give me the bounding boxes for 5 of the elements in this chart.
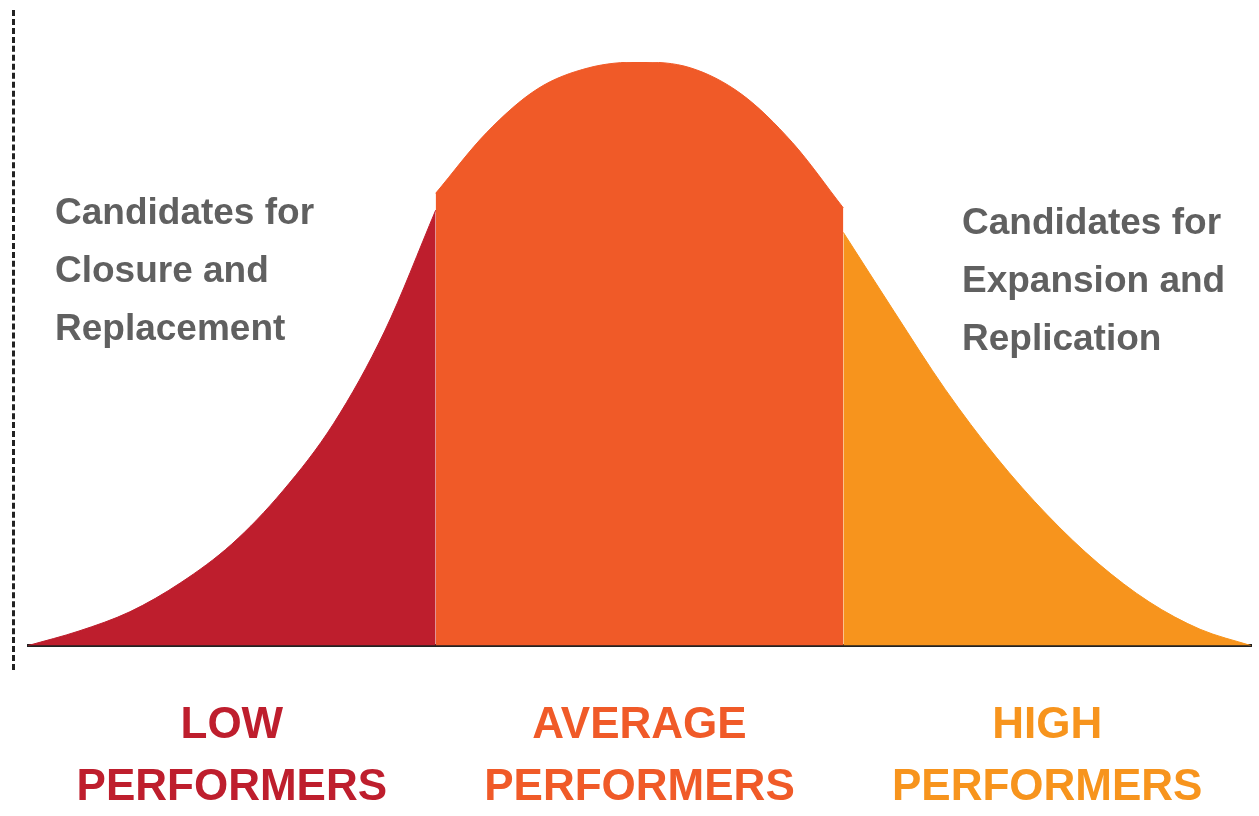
series-label: AVERAGE PERFORMERS <box>484 697 795 809</box>
series-label: LOW PERFORMERS <box>76 697 388 809</box>
series-label: HIGH PERFORMERS <box>891 697 1203 809</box>
annotation: Candidates for Closure and Replacement <box>55 190 316 350</box>
annotation: Candidates for Expansion and Replication <box>962 200 1227 360</box>
